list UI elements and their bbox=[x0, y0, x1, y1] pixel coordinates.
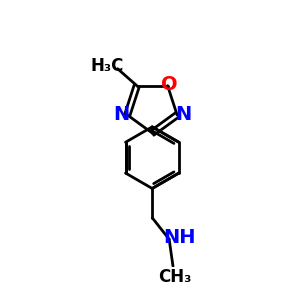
Text: N: N bbox=[113, 105, 129, 124]
Text: CH₃: CH₃ bbox=[158, 268, 191, 286]
Text: N: N bbox=[175, 105, 191, 124]
Text: NH: NH bbox=[163, 228, 195, 247]
Text: O: O bbox=[161, 75, 178, 94]
Text: H₃C: H₃C bbox=[90, 57, 124, 75]
